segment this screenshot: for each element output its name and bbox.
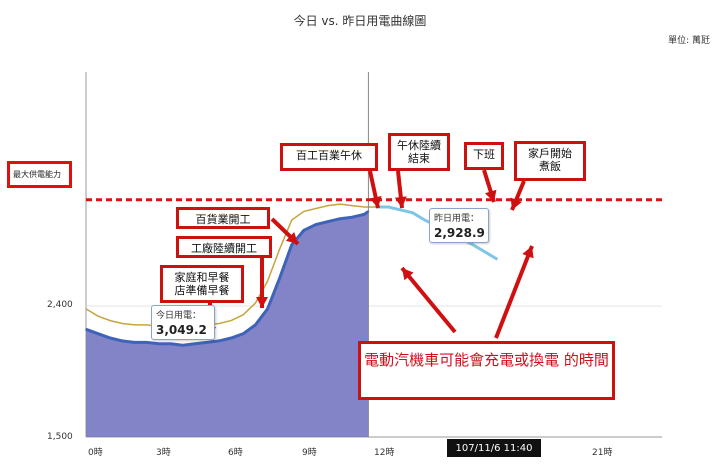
today-point — [182, 344, 184, 347]
callout-department: 百貨業開工 — [176, 207, 270, 229]
today-area — [86, 211, 369, 437]
arrow-ev-left-head — [402, 268, 414, 281]
max-supply-label: 最大供電能力 — [7, 161, 72, 188]
y-tick-1500: 1,500 — [47, 432, 73, 442]
today-point — [242, 332, 245, 335]
callout-lunch-end: 午休陸續 結束 — [388, 133, 450, 171]
today-point — [97, 332, 99, 335]
arrow-ev-right-head — [522, 246, 534, 259]
today-point — [230, 337, 232, 339]
today-point — [206, 341, 208, 344]
arrow-factory-head — [256, 297, 268, 308]
today-point — [363, 213, 366, 216]
today-point — [278, 277, 281, 280]
today-point — [157, 343, 160, 345]
today-point — [85, 328, 87, 331]
today-point — [194, 343, 196, 345]
arrow-business-head — [369, 195, 382, 208]
unit-label: 單位: 萬瓩 — [668, 36, 710, 46]
x-tick-12: 12時 — [374, 448, 395, 458]
today-point — [218, 340, 220, 342]
arrow-lunch-end-head — [394, 196, 407, 208]
arrow-cooking-head — [510, 197, 522, 210]
today-point — [133, 341, 136, 344]
current-time-label: 107/11/6 11:40 — [447, 439, 541, 457]
today-point — [145, 341, 148, 344]
chart-title: 今日 vs. 昨日用電曲線圖 — [293, 14, 427, 28]
yesterday-tooltip-value: 2,928.9 — [434, 226, 485, 240]
x-tick-21: 21時 — [592, 448, 613, 458]
today-point — [254, 324, 257, 326]
x-tick-3: 3時 — [156, 448, 171, 458]
today-point — [327, 220, 329, 223]
today-tooltip: 今日用電： 3,049.2 — [151, 305, 215, 340]
arrow-ev-left-shaft — [400, 266, 457, 334]
today-point — [339, 217, 341, 220]
today-point — [266, 308, 269, 310]
yesterday-tooltip: 昨日用電： 2,928.9 — [429, 208, 489, 243]
today-point — [109, 337, 111, 339]
arrow-department-head — [285, 232, 298, 244]
today-point — [351, 216, 354, 219]
x-tick-6: 6時 — [228, 448, 243, 458]
x-tick-0: 0時 — [88, 448, 103, 458]
today-point — [303, 229, 305, 232]
arrow-ev-right-shaft — [494, 245, 534, 339]
today-tooltip-value: 3,049.2 — [156, 323, 207, 337]
callout-business-lunch: 百工百業午休 — [280, 143, 378, 171]
today-point — [367, 210, 370, 213]
callout-breakfast: 家庭和早餐 店準備早餐 — [160, 265, 244, 303]
yesterday-line — [85, 203, 377, 329]
today-point — [290, 244, 293, 246]
x-tick-9: 9時 — [302, 448, 317, 458]
today-point — [315, 223, 317, 226]
callout-ev-charging: 電動汽機車可能會充電或換電 的時間 — [358, 341, 615, 400]
yesterday-tooltip-label: 昨日用電： — [434, 214, 480, 224]
y-tick-2400: 2,400 — [47, 300, 73, 310]
callout-off-work: 下班 — [464, 142, 504, 170]
today-tooltip-label: 今日用電： — [156, 311, 202, 321]
today-point — [121, 340, 124, 342]
arrow-off-work-head — [484, 189, 497, 202]
callout-factory: 工廠陸續開工 — [176, 236, 272, 258]
today-point — [169, 343, 172, 345]
callout-cooking: 家戶開始 煮飯 — [514, 141, 586, 181]
